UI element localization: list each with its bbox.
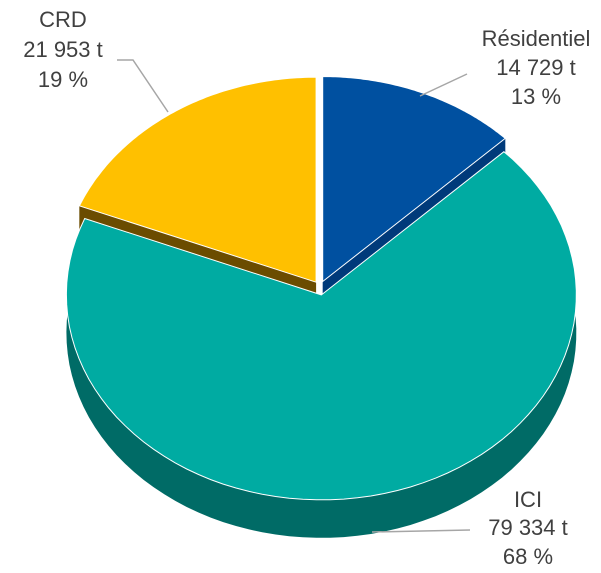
slice — [78, 76, 317, 283]
slice — [65, 151, 577, 501]
value-label: 14 729 t — [496, 55, 576, 80]
value-label: 79 334 t — [488, 515, 568, 540]
category-label: ICI — [514, 487, 542, 512]
percent-label: 13 % — [511, 84, 561, 109]
percent-label: 19 % — [38, 67, 88, 92]
category-label: CRD — [39, 7, 87, 32]
leader-line — [419, 73, 468, 97]
percent-label: 68 % — [503, 544, 553, 569]
slice — [322, 75, 506, 283]
pie — [65, 75, 577, 538]
value-label: 21 953 t — [23, 37, 103, 62]
leader-lines — [117, 59, 471, 533]
category-label: Résidentiel — [482, 26, 591, 51]
leader-line — [371, 529, 471, 533]
leader-line — [117, 59, 169, 113]
